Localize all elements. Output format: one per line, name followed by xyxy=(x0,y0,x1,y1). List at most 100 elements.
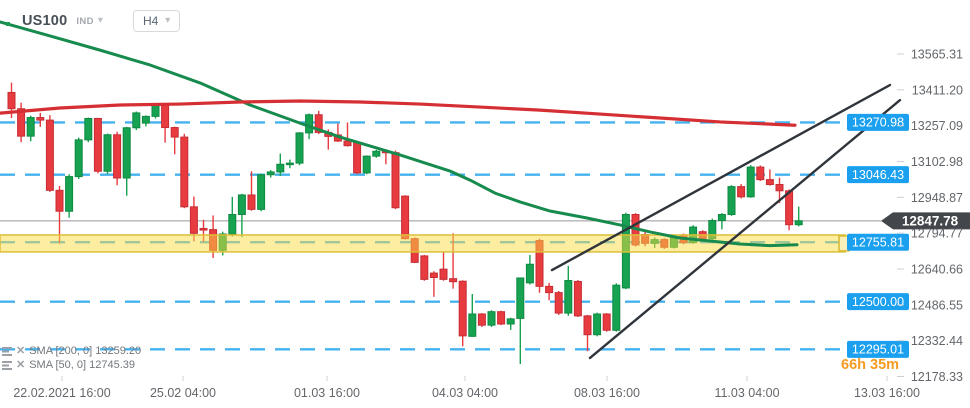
candle-body xyxy=(161,104,170,129)
instrument-type-label: IND xyxy=(76,15,94,27)
y-axis-label: 12640.66 xyxy=(911,262,963,276)
candle-body xyxy=(420,255,429,280)
candle-body xyxy=(545,285,554,294)
candle-body xyxy=(237,194,246,215)
candle-body xyxy=(775,184,784,192)
candle-body xyxy=(458,280,467,337)
candle-body xyxy=(65,176,74,212)
candle-body xyxy=(429,272,438,279)
candle-body xyxy=(602,313,611,331)
candle-body xyxy=(516,277,525,319)
timeframe-selector[interactable]: H4 ▾ xyxy=(132,10,181,32)
x-axis-label: 22.02.2021 16:00 xyxy=(13,386,110,400)
candle-body xyxy=(285,162,294,166)
candle-body xyxy=(727,186,736,215)
chevron-down-icon[interactable]: ▾ xyxy=(97,15,103,26)
y-axis-label: 13102.98 xyxy=(911,155,963,169)
candle-body xyxy=(113,134,122,179)
candle-body xyxy=(497,311,506,325)
candle-body xyxy=(45,119,54,191)
candle-body xyxy=(746,166,755,198)
candle-body xyxy=(132,112,141,129)
instrument-header: US100 IND ▾ H4 ▾ xyxy=(4,10,181,32)
price-level-badge xyxy=(847,340,909,358)
price-level-badge-label: 13270.98 xyxy=(852,116,904,130)
current-price-badge xyxy=(881,212,970,230)
candle-body xyxy=(189,206,198,234)
candle-body xyxy=(717,213,726,222)
candle-body xyxy=(295,132,304,164)
indicator-settings-icon[interactable] xyxy=(2,360,13,370)
y-axis-label: 12178.33 xyxy=(911,370,963,384)
candle-body xyxy=(74,139,83,178)
candle-body xyxy=(247,194,256,210)
chevron-down-icon: ▾ xyxy=(165,15,171,26)
candle-body xyxy=(756,166,765,181)
candle-body xyxy=(737,186,746,198)
candle-body xyxy=(794,220,803,226)
candle-body xyxy=(84,117,93,141)
candle-body xyxy=(122,127,131,179)
sma-200-line xyxy=(0,99,797,127)
x-axis-label: 08.03 16:00 xyxy=(574,386,640,400)
x-axis-label: 04.03 04:00 xyxy=(432,386,498,400)
timeframe-label: H4 xyxy=(142,14,159,28)
candle-body xyxy=(141,115,150,124)
indicator-row-sma50: ✕ SMA [50, 0] 12745.39 xyxy=(2,358,141,372)
price-level-badge-label: 12500.00 xyxy=(852,295,904,309)
candle-body xyxy=(17,108,26,137)
candle-body xyxy=(583,315,592,336)
candle-body xyxy=(362,155,371,174)
candle-body xyxy=(391,152,400,209)
candle-body xyxy=(257,174,266,210)
candle-body xyxy=(36,117,45,121)
trendline-upper[interactable] xyxy=(550,83,892,272)
candle-body xyxy=(468,313,477,337)
candle-body xyxy=(564,280,573,314)
x-axis-label: 11.03 04:00 xyxy=(714,386,779,400)
indicator-row-sma200: ✕ SMA [200, 0] 13259.20 xyxy=(2,344,141,358)
indicator-settings-icon[interactable] xyxy=(2,346,13,356)
candle-body xyxy=(151,104,160,117)
candle-body xyxy=(93,117,102,172)
candle-body xyxy=(276,163,285,173)
y-axis-label: 13565.31 xyxy=(911,48,963,62)
candle-body xyxy=(593,313,602,336)
candle-body xyxy=(26,117,35,137)
current-price-badge-label: 12847.78 xyxy=(902,214,959,229)
candle-body xyxy=(506,318,515,325)
candle-body xyxy=(305,114,314,134)
candle-body xyxy=(266,171,275,176)
candle-body xyxy=(314,114,323,133)
y-axis-label: 13411.20 xyxy=(912,83,963,97)
price-level-badge-label: 13046.43 xyxy=(852,168,904,182)
candle-body xyxy=(228,213,237,235)
remove-indicator-icon[interactable]: ✕ xyxy=(16,344,26,357)
indicator-label: SMA [200, 0] 13259.20 xyxy=(29,345,142,357)
x-axis-label: 25.02 04:00 xyxy=(150,386,216,400)
candle-body xyxy=(7,91,16,110)
status-dot xyxy=(6,22,10,26)
candle-body xyxy=(785,190,794,226)
candle-body xyxy=(170,127,179,138)
x-axis-label: 01.03 16:00 xyxy=(294,386,360,400)
candle-body xyxy=(343,140,352,147)
candle-body xyxy=(353,142,362,174)
price-level-badge xyxy=(847,113,909,131)
candle-body xyxy=(103,134,112,172)
candle-body xyxy=(477,313,486,326)
trendline-lower[interactable] xyxy=(588,98,902,360)
x-axis-label: 13.03 16:00 xyxy=(854,386,920,400)
symbol-name[interactable]: US100 xyxy=(22,13,68,29)
candle-body xyxy=(449,278,458,283)
y-axis-label: 13257.09 xyxy=(911,119,963,133)
y-axis-label: 12486.55 xyxy=(911,298,963,312)
remove-indicator-icon[interactable]: ✕ xyxy=(16,358,26,371)
y-axis-label: 12948.87 xyxy=(911,191,963,205)
supply-zone-band[interactable] xyxy=(0,234,846,253)
candle-body xyxy=(525,263,534,284)
candle-body xyxy=(199,227,208,231)
price-level-badge-label: 12755.81 xyxy=(852,236,904,250)
price-level-badge xyxy=(847,166,909,184)
